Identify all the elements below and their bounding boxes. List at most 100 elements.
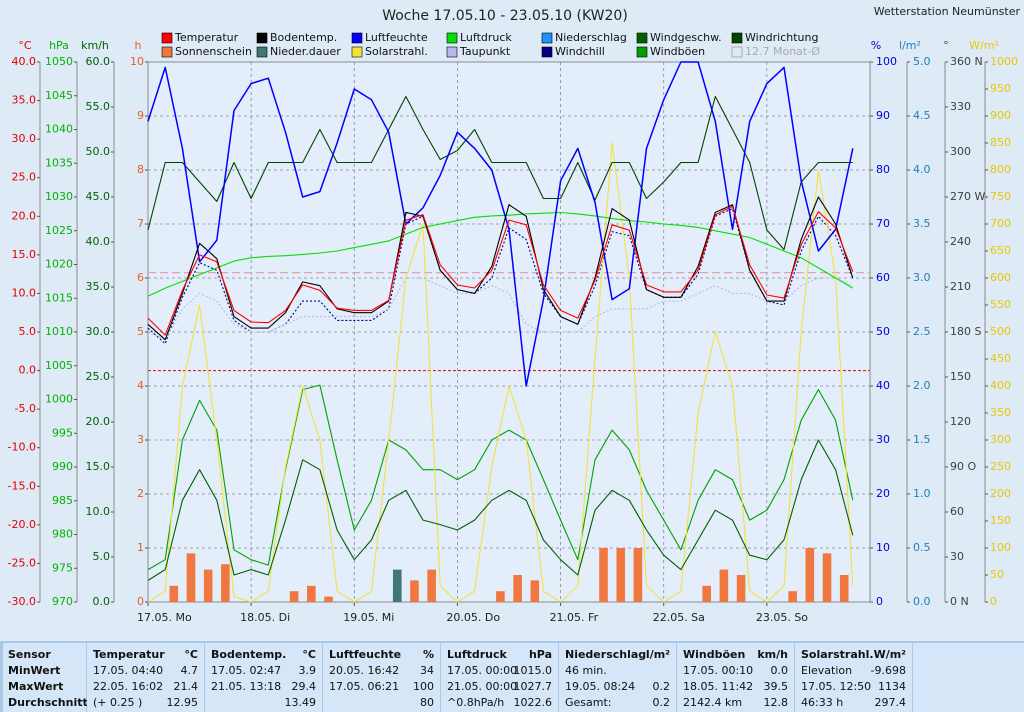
- legend-label: Windböen: [650, 45, 705, 58]
- cell-value: 12.8: [764, 696, 789, 709]
- axis-title: h: [135, 39, 142, 52]
- cell-value: 0.2: [653, 680, 671, 693]
- legend-swatch: [731, 32, 743, 44]
- y-tick-label: 0.0: [93, 595, 111, 608]
- y-tick-label: 600: [990, 271, 1011, 284]
- legend-swatch: [256, 46, 268, 58]
- y-tick-label: 40.0: [86, 235, 111, 248]
- y-tick-label: 6: [137, 271, 144, 284]
- cell-value: 80: [420, 696, 434, 709]
- column-header: Solarstrahl.: [801, 648, 874, 661]
- y-tick-label: 120: [950, 415, 971, 428]
- series-line: [147, 277, 854, 341]
- y-tick-label: 30: [950, 550, 964, 563]
- bar: [599, 548, 608, 602]
- table-cell: [795, 643, 912, 712]
- y-tick-label: 20.0: [86, 415, 111, 428]
- y-tick-label: 35.0: [86, 280, 111, 293]
- cell-value: 0.2: [653, 696, 671, 709]
- cell-value: 4.7: [181, 664, 199, 677]
- y-tick-label: 60: [950, 505, 964, 518]
- y-tick-label: 250: [990, 460, 1011, 473]
- cell-value: 39.5: [764, 680, 789, 693]
- bar: [805, 548, 815, 602]
- y-tick-label: -15.0: [8, 479, 36, 492]
- column-header: Luftdruck: [447, 648, 508, 661]
- cell-value: 1015.0: [514, 664, 553, 677]
- bar: [702, 585, 711, 602]
- cell-text: 17.05. 02:47: [211, 664, 281, 677]
- legend-swatch: [161, 46, 173, 58]
- y-tick-label: 4.5: [913, 109, 931, 122]
- row-label: MaxWert: [8, 680, 63, 693]
- cell-value: -9.698: [871, 664, 906, 677]
- y-tick-label: 0: [876, 595, 883, 608]
- y-tick-label: 0: [137, 595, 144, 608]
- x-tick-label: 21.05. Fr: [550, 611, 599, 624]
- legend-label: Bodentemp.: [270, 31, 337, 44]
- x-tick-label: 20.05. Do: [446, 611, 500, 624]
- bar: [221, 564, 230, 602]
- y-tick-label: 750: [990, 190, 1011, 203]
- legend-swatch: [446, 32, 458, 44]
- y-tick-label: 3: [137, 433, 144, 446]
- y-tick-label: 1005: [45, 359, 73, 372]
- cell-value: 1022.6: [514, 696, 553, 709]
- column-header: Temperatur: [93, 648, 165, 661]
- row-label: Durchschnitt: [8, 696, 88, 709]
- legend-label: Luftfeuchte: [365, 31, 428, 44]
- y-tick-label: 1045: [45, 89, 73, 102]
- bar: [186, 553, 196, 602]
- bar: [788, 591, 797, 602]
- y-tick-label: 3.5: [913, 217, 931, 230]
- cell-value: 1027.7: [514, 680, 553, 693]
- bar: [410, 580, 419, 602]
- legend-checkbox: [731, 46, 743, 58]
- cell-text: 46 min.: [565, 664, 607, 677]
- column-unit: W/m²: [874, 648, 907, 661]
- cell-text: Elevation: [801, 664, 852, 677]
- y-tick-label: 40: [876, 379, 890, 392]
- y-tick-label: 300: [950, 145, 971, 158]
- y-tick-label: 30.0: [86, 325, 111, 338]
- axis-title: km/h: [81, 39, 109, 52]
- y-tick-label: 10: [876, 541, 890, 554]
- table-cell: [559, 643, 676, 712]
- legend-swatch: [161, 32, 173, 44]
- y-tick-label: 5: [137, 325, 144, 338]
- legend-swatch: [351, 46, 363, 58]
- legend-label: Windgeschw.: [650, 31, 722, 44]
- y-tick-label: 1.0: [913, 487, 931, 500]
- y-tick-label: 2.5: [913, 325, 931, 338]
- y-tick-label: -20.0: [8, 518, 36, 531]
- cell-value: 100: [413, 680, 434, 693]
- y-tick-label: 300: [990, 433, 1011, 446]
- cell-value: 0.0: [771, 664, 789, 677]
- column-unit: km/h: [757, 648, 788, 661]
- column-unit: °C: [302, 648, 316, 661]
- y-tick-label: 0: [990, 595, 997, 608]
- y-tick-label: 25.0: [12, 171, 37, 184]
- y-tick-label: 60.0: [86, 55, 111, 68]
- y-tick-label: 550: [990, 298, 1011, 311]
- series-line: [147, 142, 854, 603]
- y-tick-label: 900: [990, 109, 1011, 122]
- y-tick-label: 350: [990, 406, 1011, 419]
- column-unit: %: [423, 648, 434, 661]
- y-tick-label: 500: [990, 325, 1011, 338]
- y-tick-label: 1: [137, 541, 144, 554]
- table-cell: [323, 643, 440, 712]
- bar: [736, 575, 746, 602]
- y-tick-label: 4.0: [913, 163, 931, 176]
- y-tick-label: 1040: [45, 123, 73, 136]
- column-unit: °C: [184, 648, 198, 661]
- bar: [822, 553, 832, 602]
- y-tick-label: 1010: [45, 325, 73, 338]
- x-tick-label: 18.05. Di: [240, 611, 290, 624]
- y-tick-label: 0.0: [19, 364, 37, 377]
- legend-swatch: [541, 46, 553, 58]
- cell-text: 22.05. 16:02: [93, 680, 163, 693]
- y-tick-label: -5.0: [15, 402, 36, 415]
